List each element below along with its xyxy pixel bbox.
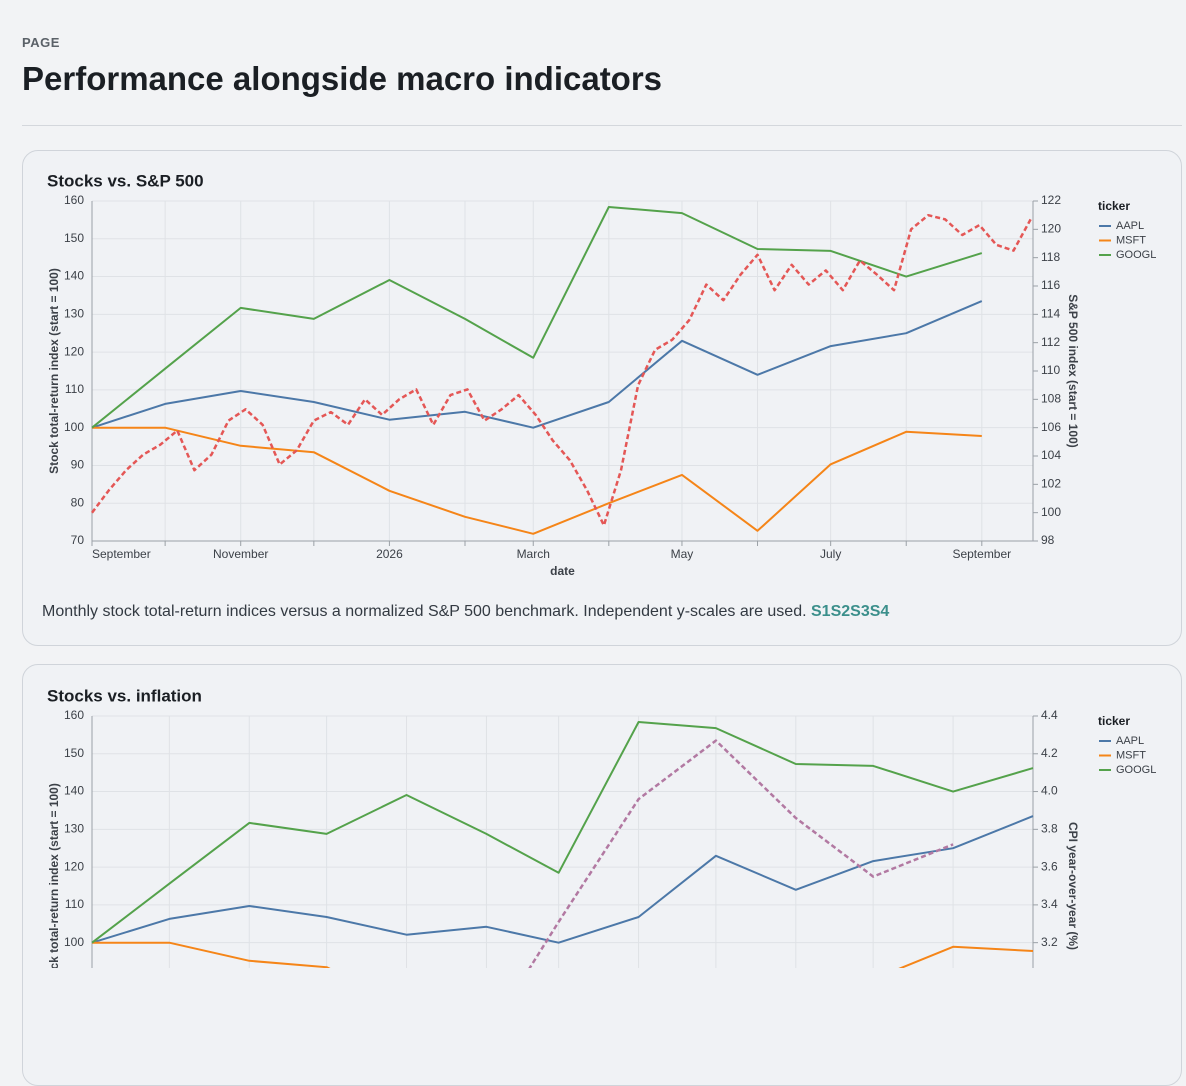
page-title: Performance alongside macro indicators [22, 60, 663, 97]
y2-tick-label: 122 [1041, 193, 1061, 207]
citation-link[interactable]: S2 [830, 603, 851, 620]
y2-axis-title: S&P 500 index (start = 100) [1066, 294, 1080, 448]
series-line [91, 721, 1034, 944]
y2-tick-label: 112 [1041, 335, 1060, 349]
y-tick-label: 140 [64, 269, 84, 283]
y2-tick-label: 3.4 [1041, 897, 1058, 911]
legend-label: GOOGL [1116, 764, 1156, 776]
series-line [91, 206, 983, 429]
legend-label: AAPL [1116, 220, 1144, 232]
y2-tick-label: 116 [1041, 278, 1060, 292]
legend: ticker AAPL MSFT GOOGL [1098, 714, 1156, 776]
page-label: PAGE [22, 35, 60, 50]
series-line [91, 213, 1032, 527]
y2-tick-label: 114 [1041, 307, 1060, 321]
x-tick-label: November [213, 547, 268, 561]
citations: S1S2S3S4 [811, 603, 889, 620]
y-tick-label: 120 [64, 344, 84, 358]
y2-tick-label: 104 [1041, 448, 1061, 462]
y-tick-label: 100 [64, 420, 84, 434]
y-tick-label: 160 [64, 193, 84, 207]
y-tick-label: 70 [71, 533, 85, 547]
y2-tick-label: 4.2 [1041, 746, 1058, 760]
y-axis-title: Stock total-return index (start = 100) [47, 783, 61, 968]
x-tick-label: September [952, 547, 1011, 561]
chart-title: Stocks vs. inflation [47, 686, 202, 705]
legend-title: ticker [1098, 199, 1130, 213]
y2-tick-label: 3.8 [1041, 822, 1058, 836]
caption: Monthly stock total-return indices versu… [42, 603, 889, 621]
x-tick-label: May [671, 547, 694, 561]
y2-axis-title: CPI year-over-year (%) [1066, 822, 1080, 950]
y2-tick-label: 118 [1041, 250, 1060, 264]
y2-tick-label: 108 [1041, 392, 1061, 406]
y-tick-label: 90 [71, 458, 85, 472]
x-tick-label: July [820, 547, 841, 561]
y2-tick-label: 100 [1041, 505, 1061, 519]
series-line [92, 426, 982, 535]
y2-tick-label: 106 [1041, 420, 1061, 434]
y2-tick-label: 3.2 [1041, 935, 1058, 949]
legend-label: AAPL [1116, 735, 1144, 747]
series-line [91, 815, 1034, 944]
divider [22, 125, 1182, 126]
y2-tick-label: 4.0 [1041, 784, 1058, 798]
legend-label: MSFT [1116, 234, 1146, 246]
legend-title: ticker [1098, 714, 1130, 728]
y-tick-label: 120 [64, 859, 84, 873]
legend-label: GOOGL [1116, 249, 1156, 261]
y2-tick-label: 4.4 [1041, 708, 1058, 722]
chart-card [22, 150, 1182, 646]
y2-tick-label: 3.6 [1041, 859, 1058, 873]
chart-title: Stocks vs. S&P 500 [47, 171, 204, 190]
y-tick-label: 110 [65, 897, 84, 911]
x-axis-title: date [550, 564, 575, 578]
y-tick-label: 130 [64, 307, 84, 321]
y-tick-label: 80 [71, 495, 85, 509]
y-tick-label: 100 [64, 935, 84, 949]
page: PAGE Performance alongside macro indicat… [22, 35, 1182, 1086]
y2-tick-label: 98 [1041, 533, 1055, 547]
x-tick-label: 2026 [376, 547, 403, 561]
legend-label: MSFT [1116, 749, 1146, 761]
citation-link[interactable]: S4 [869, 603, 890, 620]
x-tick-label: March [517, 547, 550, 561]
y-tick-label: 150 [64, 231, 84, 245]
charts: Stocks vs. S&P 500 September November 2026 M… [47, 171, 1156, 968]
y-tick-label: 130 [64, 822, 84, 836]
citation-link[interactable]: S3 [850, 603, 870, 620]
series-line [92, 941, 1034, 968]
x-tick-label: September [92, 547, 151, 561]
citation-link[interactable]: S1 [811, 603, 831, 620]
series-line [91, 300, 983, 429]
y2-tick-label: 110 [1041, 363, 1060, 377]
y2-tick-label: 102 [1041, 477, 1061, 491]
caption-text: Monthly stock total-return indices versu… [42, 603, 807, 620]
y-tick-label: 160 [64, 708, 84, 722]
y2-tick-label: 120 [1041, 222, 1061, 236]
y-tick-label: 110 [65, 382, 84, 396]
y-tick-label: 150 [64, 746, 84, 760]
y-tick-label: 140 [64, 784, 84, 798]
series-line [528, 739, 954, 968]
y-axis-title: Stock total-return index (start = 100) [47, 268, 61, 474]
legend: ticker AAPL MSFT GOOGL [1098, 199, 1156, 261]
